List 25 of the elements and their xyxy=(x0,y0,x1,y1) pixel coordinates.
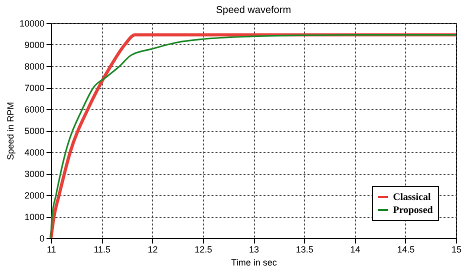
x-tick-label: 12 xyxy=(148,244,158,254)
y-tick-label: 2000 xyxy=(24,190,44,200)
y-tick-label: 7000 xyxy=(24,83,44,93)
x-tick-label: 15 xyxy=(451,244,462,254)
y-tick-label: 9000 xyxy=(24,40,44,50)
y-tick-label: 5000 xyxy=(24,126,44,136)
y-tick-label: 0 xyxy=(39,234,44,244)
y-tick-label: 6000 xyxy=(24,104,44,114)
y-tick-label: 1000 xyxy=(24,212,44,222)
legend-label: Proposed xyxy=(393,205,434,216)
x-tick-label: 11 xyxy=(46,244,56,254)
x-tick-label: 12.5 xyxy=(194,244,212,254)
x-tick-label: 13.5 xyxy=(296,244,314,254)
x-tick-label: 14.5 xyxy=(397,244,415,254)
chart-title: Speed waveform xyxy=(216,5,292,16)
legend-label: Classical xyxy=(393,192,431,203)
x-tick-label: 11.5 xyxy=(94,244,111,254)
y-tick-label: 8000 xyxy=(24,62,44,72)
y-tick-label: 3000 xyxy=(24,169,44,179)
x-tick-label: 14 xyxy=(350,244,360,254)
y-tick-label: 4000 xyxy=(24,148,44,158)
y-axis-title: Speed in RPM xyxy=(5,102,16,160)
x-axis-title: Time in sec xyxy=(231,258,278,268)
x-tick-label: 13 xyxy=(248,244,260,254)
y-tick-label: 10000 xyxy=(19,18,44,28)
